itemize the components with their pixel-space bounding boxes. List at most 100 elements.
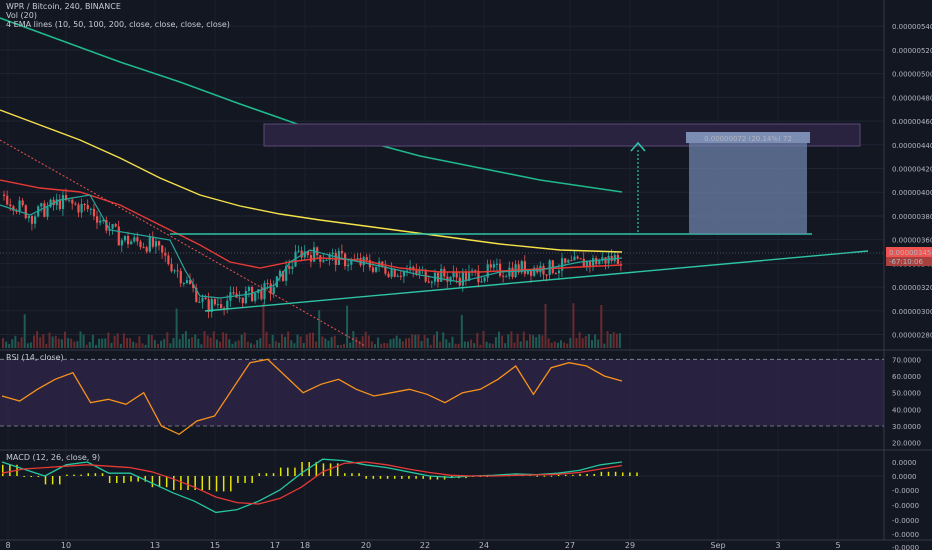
candle-body <box>179 271 182 284</box>
candle-body <box>393 269 396 277</box>
candle-body <box>483 277 486 282</box>
measure-label-bg <box>686 132 810 143</box>
date-tick-label: 24 <box>479 541 489 550</box>
volume-bar <box>302 343 305 348</box>
volume-bar <box>243 332 246 348</box>
volume-bar <box>175 308 178 348</box>
macd-hist-bar <box>557 474 560 476</box>
date-tick-label: 3 <box>775 541 780 550</box>
candle-body <box>24 205 27 219</box>
candle-body <box>238 297 241 299</box>
candle-body <box>6 195 9 205</box>
macd-hist-bar <box>308 462 310 476</box>
candle-body <box>127 236 130 245</box>
macd-hist-bar <box>301 462 303 476</box>
macd-hist-bar <box>550 475 553 477</box>
macd-hist-bar <box>386 476 389 479</box>
candle-body <box>402 271 406 277</box>
macd-hist-bar <box>173 476 175 490</box>
candle-body <box>213 299 216 305</box>
volume-bar <box>287 331 290 348</box>
candle-body <box>154 241 158 247</box>
candle-body <box>49 199 52 207</box>
volume-bar <box>274 341 277 348</box>
volume-bar <box>432 335 435 348</box>
candle-body <box>151 236 154 247</box>
macd-hist-bar <box>44 476 47 485</box>
macd-hist-bar <box>94 473 97 476</box>
candle-body <box>427 281 430 283</box>
volume-bar <box>169 343 172 348</box>
volume-bar <box>547 338 550 348</box>
candle-body <box>241 297 244 304</box>
candle-body <box>260 289 263 300</box>
volume-bar <box>234 341 237 348</box>
candle-body <box>601 257 604 261</box>
candle-body <box>46 206 49 217</box>
macd-hist-bar <box>607 471 610 476</box>
volume-bar <box>23 314 26 348</box>
candle-body <box>92 208 96 217</box>
candle-body <box>297 250 300 252</box>
volume-bar <box>541 335 544 348</box>
volume-bar <box>346 305 349 348</box>
candle-body <box>505 276 508 278</box>
macd-hist-bar <box>230 476 232 492</box>
volume-bar <box>203 331 206 348</box>
macd-hist-bar <box>108 476 111 483</box>
candle-body <box>65 195 68 201</box>
volume-bar <box>491 343 494 348</box>
volume-bar <box>194 334 197 348</box>
candle-body <box>158 241 161 246</box>
volume-bar <box>414 334 417 348</box>
candle-body <box>83 203 86 206</box>
date-tick-label: 15 <box>210 541 220 550</box>
candle-body <box>579 258 582 260</box>
volume-bar <box>138 336 141 348</box>
volume-bar <box>240 334 243 348</box>
volume-bar <box>147 334 150 348</box>
candle-body <box>530 269 533 276</box>
volume-bar <box>184 331 187 348</box>
volume-bar <box>389 339 392 348</box>
macd-hist-bar <box>393 476 396 479</box>
volume-bar <box>17 341 20 348</box>
candle-body <box>52 199 55 206</box>
volume-bar <box>209 337 212 348</box>
volume-bar <box>160 340 163 348</box>
macd-hist-bar <box>180 476 182 490</box>
macd-legend: MACD (12, 26, close, 9) <box>6 453 101 462</box>
rsi-tick-label: 30.0000 <box>892 423 921 431</box>
price-tick-label: 0.00000380 <box>892 213 932 221</box>
rsi-tick-label: 60.0000 <box>892 373 921 381</box>
volume-bar <box>284 336 287 348</box>
volume-bar <box>318 310 321 348</box>
volume-bar <box>231 343 234 348</box>
volume-bar <box>597 339 600 348</box>
candle-body <box>80 203 83 213</box>
candle-body <box>114 224 117 227</box>
macd-hist-bar <box>123 476 125 483</box>
volume-bar <box>395 335 398 348</box>
volume-bar <box>67 338 70 348</box>
macd-line <box>1 458 623 514</box>
volume-bar <box>330 337 333 348</box>
volume-bar <box>265 331 268 348</box>
candle-body <box>576 256 579 259</box>
price-tick-label: 0.00000360 <box>892 237 932 245</box>
ema-tag-text: -67:10:06 <box>889 258 924 266</box>
volume-bar <box>485 341 488 348</box>
volume-bar <box>225 333 228 348</box>
volume-bar <box>277 342 280 348</box>
volume-bar <box>135 343 138 348</box>
price-tick-label: 0.00000460 <box>892 118 932 126</box>
volume-bar <box>591 340 593 348</box>
candle-body <box>592 258 595 266</box>
candle-body <box>461 272 464 286</box>
candle-body <box>272 287 275 294</box>
macd-hist-bar <box>429 476 432 480</box>
volume-bar <box>150 334 153 348</box>
volume-bar <box>513 342 516 348</box>
volume-bar <box>615 333 618 348</box>
